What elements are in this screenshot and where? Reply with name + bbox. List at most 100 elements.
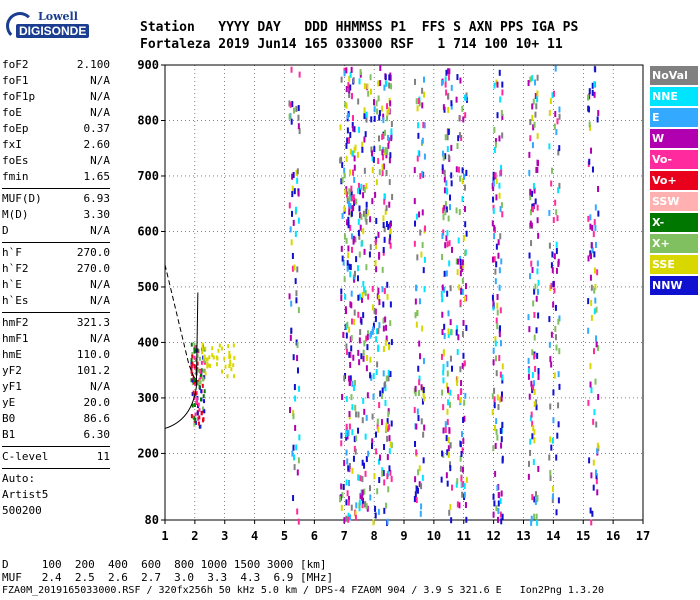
echo-mark — [533, 429, 536, 436]
echo-mark — [462, 116, 465, 123]
y-tick-label: 200 — [137, 446, 159, 460]
echo-mark — [590, 242, 593, 249]
echo-mark — [367, 330, 370, 337]
echo-mark — [357, 474, 360, 481]
echo-mark — [415, 98, 418, 105]
param-name: B1 — [2, 428, 16, 441]
echo-mark — [375, 217, 378, 224]
echo-mark — [499, 498, 502, 505]
echo-mark — [362, 312, 365, 319]
echo-mark — [379, 65, 382, 72]
echo-mark — [366, 344, 369, 351]
echo-mark — [388, 157, 391, 164]
echo-mark — [556, 432, 559, 439]
echo-mark — [594, 204, 597, 211]
x-tick-label: 9 — [400, 529, 407, 543]
echo-mark — [378, 299, 381, 306]
echo-mark — [357, 349, 360, 356]
echo-mark — [358, 205, 361, 212]
echo-mark — [367, 90, 370, 97]
echo-mark — [550, 180, 553, 187]
echo-mark — [462, 262, 465, 269]
param-separator — [2, 312, 110, 313]
echo-mark — [492, 493, 495, 500]
echo-mark — [494, 138, 497, 145]
echo-mark — [371, 150, 374, 157]
echo-mark — [449, 389, 452, 396]
echo-mark — [385, 324, 388, 331]
echo-mark — [530, 240, 533, 247]
echo-mark — [493, 256, 496, 263]
echo-mark — [500, 109, 503, 116]
echo-mark — [374, 505, 377, 512]
echo-mark — [555, 454, 558, 461]
f-trace-mark — [202, 359, 205, 364]
echo-mark — [372, 519, 375, 526]
echo-mark — [555, 241, 558, 248]
echo-mark — [457, 334, 460, 341]
echo-mark — [530, 519, 533, 526]
echo-mark — [373, 106, 376, 113]
echo-mark — [587, 298, 590, 305]
echo-mark — [292, 171, 295, 178]
echo-mark — [442, 214, 445, 221]
x-tick-label: 14 — [546, 529, 560, 543]
echo-mark — [364, 290, 367, 297]
echo-mark — [377, 135, 380, 142]
f-trace-mark — [211, 353, 214, 358]
echo-mark — [445, 206, 448, 213]
echo-mark — [372, 326, 375, 333]
echo-mark — [460, 134, 463, 141]
echo-mark — [381, 170, 384, 177]
f-trace-mark — [196, 348, 199, 353]
echo-mark — [341, 393, 344, 400]
echo-mark — [370, 146, 373, 153]
echo-mark — [384, 80, 387, 87]
echo-mark — [390, 121, 393, 128]
echo-mark — [529, 209, 532, 216]
echo-mark — [551, 437, 554, 444]
param-name: yF2 — [2, 364, 22, 377]
echo-mark — [349, 169, 352, 176]
echo-mark — [414, 476, 417, 483]
echo-mark — [457, 394, 460, 401]
echo-mark — [441, 167, 444, 174]
echo-mark — [594, 297, 597, 304]
f-trace-mark — [216, 362, 219, 367]
echo-mark — [367, 450, 370, 457]
f-trace-mark — [224, 364, 227, 369]
echo-mark — [365, 455, 368, 462]
echo-mark — [359, 329, 362, 336]
echo-mark — [413, 496, 416, 503]
echo-mark — [549, 285, 552, 292]
echo-mark — [461, 447, 464, 454]
echo-mark — [445, 270, 448, 277]
echo-mark — [588, 457, 591, 464]
echo-mark — [388, 179, 391, 186]
echo-mark — [290, 239, 293, 246]
echo-mark — [447, 128, 450, 135]
echo-mark — [528, 151, 531, 158]
echo-mark — [550, 444, 553, 451]
echo-mark — [496, 302, 499, 309]
echo-mark — [355, 256, 358, 263]
echo-mark — [446, 382, 449, 389]
echo-mark — [444, 153, 447, 160]
echo-mark — [386, 473, 389, 480]
echo-mark — [590, 314, 593, 321]
echo-mark — [298, 71, 301, 78]
echo-mark — [423, 256, 426, 263]
f-trace-mark — [208, 355, 211, 360]
echo-mark — [448, 401, 451, 408]
echo-mark — [552, 389, 555, 396]
echo-mark — [384, 147, 387, 154]
echo-mark — [386, 418, 389, 425]
echo-mark — [549, 475, 552, 482]
echo-mark — [292, 413, 295, 420]
param-row: Auto: — [2, 472, 110, 488]
param-row: D N/A — [2, 224, 110, 240]
echo-mark — [496, 112, 499, 119]
echo-mark — [349, 264, 352, 271]
echo-mark — [386, 293, 389, 300]
echo-mark — [537, 368, 540, 375]
